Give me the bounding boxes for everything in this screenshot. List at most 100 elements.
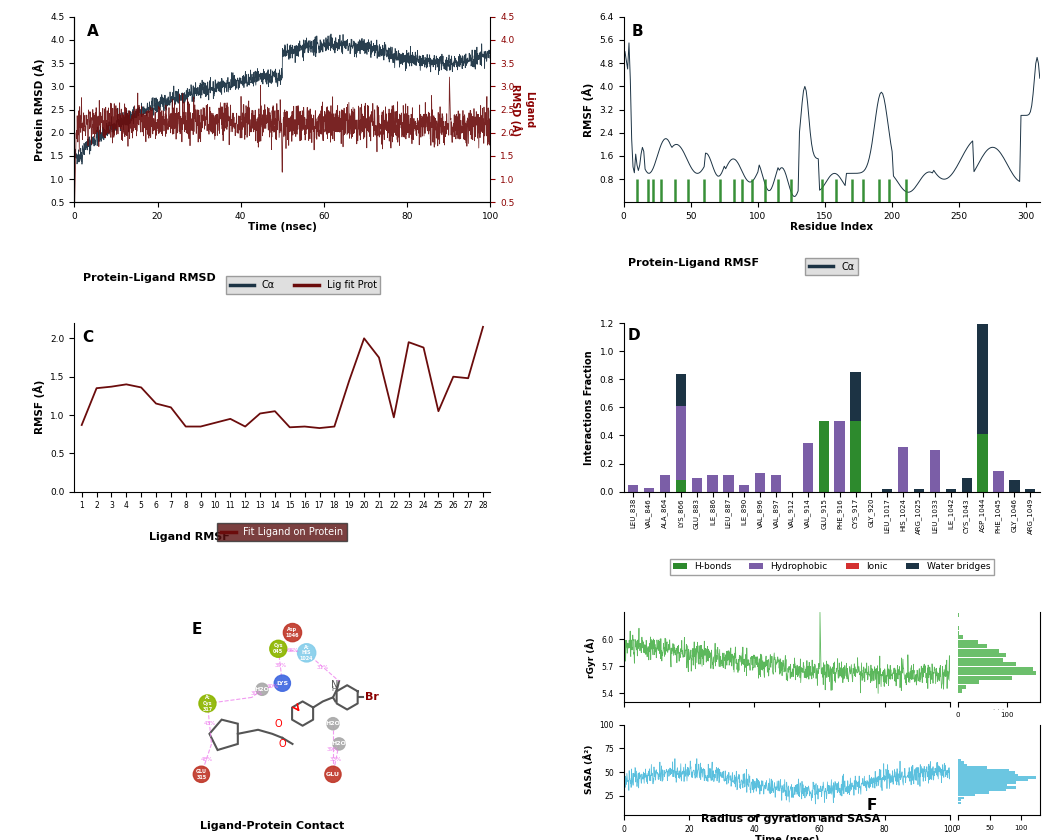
Bar xyxy=(958,784,1007,786)
Bar xyxy=(993,470,1004,491)
Bar xyxy=(644,487,655,491)
Bar xyxy=(958,759,960,761)
Bar xyxy=(660,475,671,491)
Y-axis label: SASA (Å²): SASA (Å²) xyxy=(584,745,594,795)
Text: A:
HIS
1024: A: HIS 1024 xyxy=(300,644,313,661)
Bar xyxy=(961,478,972,491)
Bar xyxy=(676,374,686,406)
Bar xyxy=(958,667,1033,670)
Text: 68%: 68% xyxy=(286,648,298,654)
Bar xyxy=(958,761,964,764)
Text: 30%: 30% xyxy=(266,684,278,689)
Bar xyxy=(958,769,1009,771)
Y-axis label: rGyr (Å): rGyr (Å) xyxy=(586,637,596,678)
Bar xyxy=(834,422,845,491)
Bar xyxy=(945,489,956,491)
Circle shape xyxy=(283,623,301,642)
Bar xyxy=(898,447,908,491)
Text: C: C xyxy=(83,330,93,344)
Text: . . .: . . . xyxy=(993,705,1005,711)
Text: F: F xyxy=(867,798,877,813)
Text: Asp
1046: Asp 1046 xyxy=(285,627,299,638)
Bar xyxy=(1009,480,1020,491)
Text: E: E xyxy=(191,622,202,638)
Text: N: N xyxy=(331,680,338,690)
Text: Ligand RMSF: Ligand RMSF xyxy=(150,533,230,542)
Y-axis label: RMSF (Å): RMSF (Å) xyxy=(581,82,594,137)
Bar xyxy=(628,485,639,491)
Text: 31%: 31% xyxy=(317,664,329,669)
Bar xyxy=(977,434,988,491)
Y-axis label: Ligand
RMSD (Å): Ligand RMSD (Å) xyxy=(510,83,534,135)
Bar xyxy=(803,443,813,491)
Bar xyxy=(958,766,987,769)
Bar xyxy=(676,406,686,480)
Y-axis label: Interactions Fraction: Interactions Fraction xyxy=(584,350,594,465)
Bar xyxy=(929,449,940,491)
Bar xyxy=(958,764,967,766)
Legend: Cα, Lig fit Prot: Cα, Lig fit Prot xyxy=(226,276,381,294)
Text: A:
Cys
317: A: Cys 317 xyxy=(203,696,212,711)
Bar xyxy=(708,475,717,491)
Text: 39%: 39% xyxy=(327,747,340,752)
Text: GLU
315: GLU 315 xyxy=(196,769,207,780)
Text: 43%: 43% xyxy=(204,722,215,727)
Bar xyxy=(958,662,1016,666)
Bar xyxy=(958,685,966,689)
Text: GLU: GLU xyxy=(326,772,340,777)
Bar xyxy=(958,799,961,801)
X-axis label: Residue Index: Residue Index xyxy=(790,223,873,233)
Bar xyxy=(958,776,1036,779)
Bar xyxy=(676,480,686,491)
Bar xyxy=(958,781,1015,784)
Y-axis label: RMSF (Å): RMSF (Å) xyxy=(33,381,45,434)
Text: Ligand-Protein Contact: Ligand-Protein Contact xyxy=(201,821,345,831)
Circle shape xyxy=(297,643,316,662)
Text: Radius of gyration and SASA: Radius of gyration and SASA xyxy=(700,813,881,823)
Text: 48%: 48% xyxy=(201,757,212,762)
Text: O: O xyxy=(279,739,286,749)
Bar xyxy=(771,475,781,491)
Bar xyxy=(958,680,979,684)
Bar xyxy=(740,485,749,491)
Bar xyxy=(958,789,1006,791)
Text: 33%: 33% xyxy=(330,757,342,762)
Bar xyxy=(755,474,765,491)
Bar xyxy=(850,372,860,422)
Circle shape xyxy=(256,683,268,696)
Circle shape xyxy=(269,640,286,657)
Y-axis label: Protein RMSD (Å): Protein RMSD (Å) xyxy=(33,58,45,160)
Text: H2O: H2O xyxy=(255,687,269,692)
Circle shape xyxy=(199,695,216,712)
Bar xyxy=(958,771,1015,774)
Bar xyxy=(958,635,962,639)
Text: B: B xyxy=(632,24,644,39)
Bar xyxy=(958,675,1012,680)
Legend: Fit Ligand on Protein: Fit Ligand on Protein xyxy=(218,523,348,541)
Bar xyxy=(958,794,975,796)
Circle shape xyxy=(327,717,340,730)
Bar xyxy=(958,658,1004,662)
Legend: Cα: Cα xyxy=(805,258,858,276)
Bar xyxy=(958,671,1036,675)
Text: Protein-Ligand RMSD: Protein-Ligand RMSD xyxy=(83,273,215,283)
Bar xyxy=(724,475,733,491)
Bar xyxy=(958,639,977,643)
Text: LYS: LYS xyxy=(276,680,289,685)
Text: Protein-Ligand RMSF: Protein-Ligand RMSF xyxy=(628,258,759,268)
Bar xyxy=(958,786,1016,789)
Circle shape xyxy=(274,675,291,691)
Circle shape xyxy=(333,738,345,750)
Bar xyxy=(882,489,892,491)
Bar xyxy=(914,489,924,491)
Text: H2O: H2O xyxy=(326,722,341,727)
X-axis label: Time (nsec): Time (nsec) xyxy=(248,223,317,233)
Text: 39%: 39% xyxy=(274,664,286,669)
Circle shape xyxy=(193,766,209,782)
Bar xyxy=(958,801,960,804)
Bar xyxy=(958,796,964,799)
Text: Cys
045: Cys 045 xyxy=(274,643,283,654)
Bar xyxy=(1025,489,1036,491)
Bar xyxy=(977,324,988,434)
Bar xyxy=(819,422,829,491)
